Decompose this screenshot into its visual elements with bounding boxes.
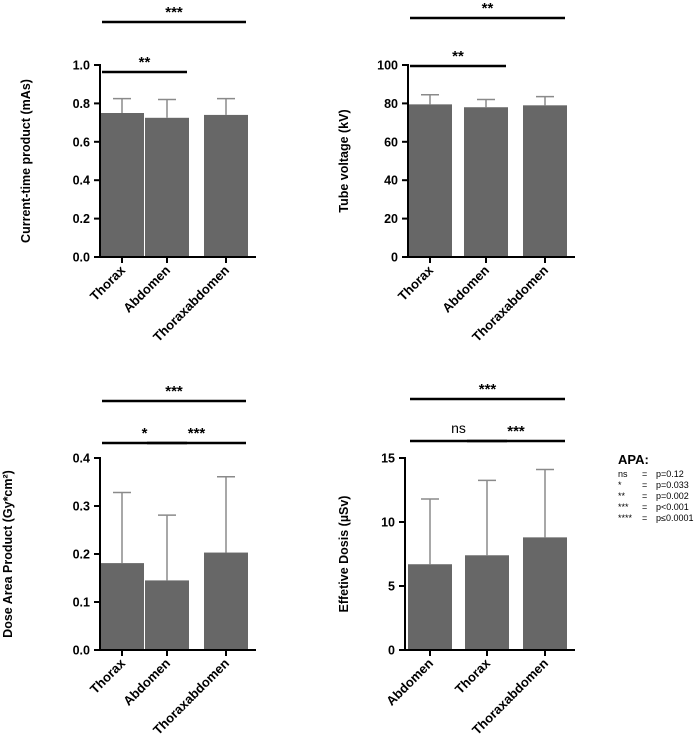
x-tick-label: Thorax — [395, 262, 437, 304]
legend-symbol: * — [618, 480, 622, 490]
x-tick-label: Thorax — [87, 655, 129, 697]
y-tick-label: 0.2 — [73, 548, 90, 562]
bar-thoraxabdomen — [204, 552, 248, 650]
legend-equals: = — [642, 491, 648, 501]
legend-row: ns = p=0.12 — [618, 469, 693, 480]
x-tick-label: Thorax — [452, 655, 494, 697]
significance-label: ** — [139, 54, 151, 71]
significance-label: *** — [479, 381, 497, 398]
legend-symbol: *** — [618, 502, 629, 512]
y-tick-label: 60 — [384, 135, 398, 149]
legend-symbol: **** — [618, 513, 633, 523]
x-tick-label: Abdomen — [120, 655, 173, 708]
bar-abdomen — [145, 580, 189, 650]
legend-row: ** = p=0.002 — [618, 491, 693, 502]
y-tick-label: 0.4 — [73, 174, 90, 188]
x-tick-label: Thorax — [87, 262, 129, 304]
y-axis-label: Current-time product (mAs) — [19, 79, 33, 243]
legend-equals: = — [642, 480, 648, 490]
bar-thoraxabdomen — [523, 105, 567, 257]
chart-mas: 0.00.20.40.60.81.0ThoraxAbdomenThoraxabd… — [19, 4, 256, 345]
y-tick-label: 0.3 — [73, 500, 90, 514]
y-axis-label: Tube voltage (kV) — [337, 109, 351, 212]
y-tick-label: 5 — [388, 580, 395, 594]
significance-label: *** — [507, 423, 525, 440]
y-tick-label: 0.1 — [73, 596, 90, 610]
significance-label: * — [142, 425, 148, 442]
y-tick-label: 20 — [384, 212, 398, 226]
y-tick-label: 80 — [384, 97, 398, 111]
y-tick-label: 10 — [381, 516, 395, 530]
y-axis-label: Effetive Dosis (µSv) — [337, 496, 351, 613]
y-tick-label: 0.0 — [73, 251, 90, 265]
bar-thorax — [465, 555, 509, 650]
legend-row: *** = p<0.001 — [618, 502, 693, 513]
y-tick-label: 15 — [381, 452, 395, 466]
chart-dap: 0.00.10.20.30.4ThoraxAbdomenThoraxabdome… — [1, 383, 256, 738]
legend-value: p=0.033 — [656, 480, 689, 490]
significance-label: ** — [452, 48, 464, 65]
y-tick-label: 40 — [384, 174, 398, 188]
y-axis-label: Dose Area Product (Gy*cm²) — [1, 470, 15, 638]
bar-thorax — [100, 563, 144, 650]
y-tick-label: 0.8 — [73, 97, 90, 111]
bar-thoraxabdomen — [523, 537, 567, 650]
y-tick-label: 1.0 — [73, 59, 90, 73]
legend-equals: = — [642, 469, 648, 479]
significance-label: *** — [188, 425, 206, 442]
legend-row: * = p=0.033 — [618, 480, 693, 491]
legend-value: p=0.12 — [656, 469, 684, 479]
legend-value: p<0.001 — [656, 502, 689, 512]
bar-thoraxabdomen — [204, 114, 248, 257]
y-tick-label: 0.4 — [73, 452, 90, 466]
x-tick-label: Abdomen — [120, 262, 173, 315]
legend-equals: = — [642, 502, 648, 512]
legend-title: APA: — [618, 452, 649, 467]
significance-label: *** — [165, 4, 183, 21]
x-tick-label: Abdomen — [439, 262, 492, 315]
bar-thorax — [100, 113, 144, 257]
y-tick-label: 0.6 — [73, 135, 90, 149]
bar-thorax — [408, 104, 452, 257]
y-tick-label: 100 — [377, 59, 398, 73]
legend-equals: = — [642, 513, 648, 523]
legend-symbol: ** — [618, 491, 626, 501]
bar-abdomen — [464, 107, 508, 258]
legend-value: p=0.002 — [656, 491, 689, 501]
x-tick-label: Abdomen — [383, 655, 436, 708]
significance-legend: APA: ns = p=0.12 * = p=0.033 ** = p=0.00… — [618, 452, 693, 524]
y-tick-label: 0 — [391, 251, 398, 265]
significance-label: *** — [165, 383, 183, 400]
y-tick-label: 0 — [388, 644, 395, 658]
y-tick-label: 0.2 — [73, 212, 90, 226]
legend-row: **** = p≤0.0001 — [618, 513, 693, 524]
bar-abdomen — [145, 117, 189, 257]
legend-symbol: ns — [618, 469, 628, 479]
significance-label: ns — [451, 420, 466, 436]
legend-value: p≤0.0001 — [656, 513, 694, 523]
y-tick-label: 0.0 — [73, 644, 90, 658]
significance-label: ** — [482, 0, 494, 17]
bar-abdomen — [408, 564, 452, 650]
